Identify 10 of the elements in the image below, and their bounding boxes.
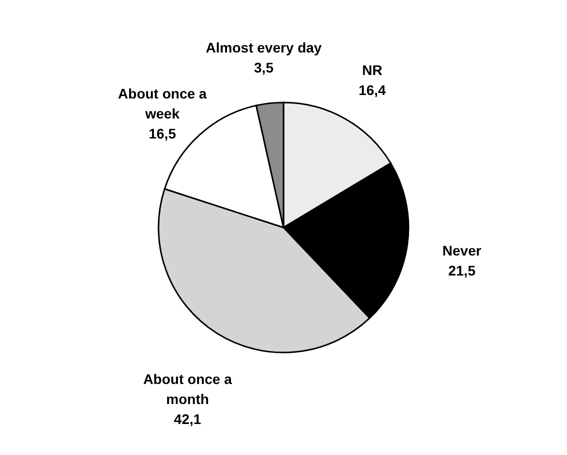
slice-label: Never	[442, 242, 482, 259]
slice-label: Almost every day	[206, 40, 322, 56]
slice-label: NR	[362, 62, 382, 78]
data-label: 16,4	[358, 82, 386, 98]
data-label: 3,5	[254, 60, 274, 76]
data-label: 16,5	[148, 125, 176, 142]
data-label: 42,1	[174, 410, 202, 427]
slice-label: About once a week	[118, 85, 207, 122]
slice-label: About once a month	[143, 370, 232, 407]
data-label: 21,5	[448, 262, 476, 279]
